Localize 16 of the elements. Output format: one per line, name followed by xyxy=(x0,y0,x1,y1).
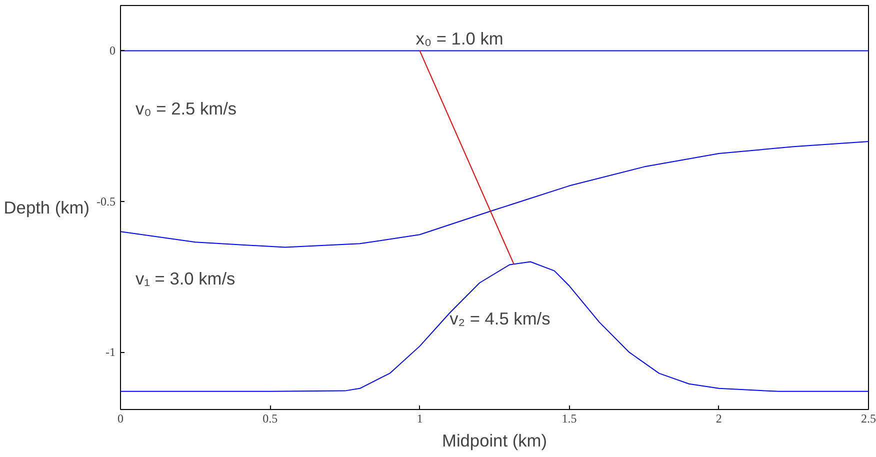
annotation: v₂ = 4.5 km/s xyxy=(450,308,551,329)
y-axis-title: Depth (km) xyxy=(4,198,90,218)
y-tick-label: -1 xyxy=(106,345,116,360)
x-tick-label: 2.5 xyxy=(861,412,876,426)
x-tick-label: 1 xyxy=(416,412,423,426)
x-tick-label: 1.5 xyxy=(562,412,577,426)
line-series xyxy=(120,140,868,248)
x-tick-label: 0.5 xyxy=(262,412,278,426)
y-tick-label: -0.5 xyxy=(96,194,116,208)
y-tick-label: 0 xyxy=(110,44,116,58)
annotation: v₀ = 2.5 km/s xyxy=(135,98,237,119)
annotation: v₁ = 3.0 km/s xyxy=(135,268,236,288)
x-tick-label: 2 xyxy=(716,412,722,426)
x-axis-title: Midpoint (km) xyxy=(442,430,547,450)
line-series xyxy=(120,261,868,392)
annotation: x₀ = 1.0 km xyxy=(416,28,504,49)
